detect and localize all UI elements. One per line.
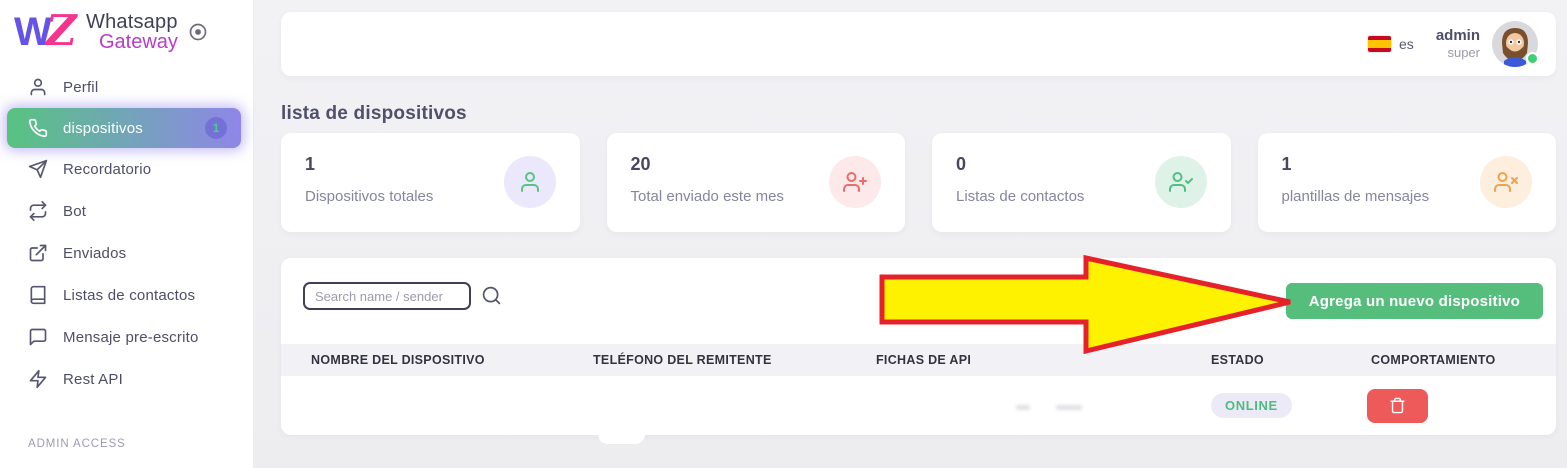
stat-card-templates: 1 plantillas de mensajes [1257, 133, 1556, 232]
redacted-text [1056, 404, 1083, 410]
send-icon [28, 159, 48, 179]
stat-card-devices: 1 Dispositivos totales [281, 133, 580, 232]
repeat-icon [28, 201, 48, 221]
admin-access-section-label: ADMIN ACCESS [28, 438, 126, 450]
sidebar-item-label: Enviados [63, 244, 127, 262]
app-logo: W Z [12, 6, 86, 60]
user-plus-icon [829, 156, 881, 208]
book-icon [28, 285, 48, 305]
card-bottom-bump [598, 434, 645, 444]
redacted-text [1016, 404, 1030, 410]
sidebar-item-enviados[interactable]: Enviados [0, 232, 254, 274]
app-title: Whatsapp Gateway [86, 12, 178, 52]
stat-card-contact-lists: 0 Listas de contactos [932, 133, 1231, 232]
sidebar-item-label: Bot [63, 202, 87, 220]
message-icon [28, 327, 48, 347]
cell-behavior [1367, 388, 1556, 423]
column-header-sender-phone: TELÉFONO DEL REMITENTE [593, 353, 772, 367]
topbar: es admin super [281, 12, 1556, 76]
stat-label: Dispositivos totales [305, 188, 434, 205]
search-icon[interactable] [481, 285, 502, 311]
add-device-button[interactable]: Agrega un nuevo dispositivo [1285, 283, 1543, 319]
phone-icon [28, 118, 48, 138]
sidebar-item-label: Recordatorio [63, 160, 152, 178]
zap-icon [28, 369, 48, 389]
sidebar-item-perfil[interactable]: Perfil [0, 66, 254, 108]
sidebar-item-dispositivos[interactable]: dispositivos 1 [7, 108, 241, 148]
user-check-icon [1154, 156, 1207, 208]
sidebar-toggle-icon[interactable] [188, 22, 208, 42]
column-header-device-name: NOMBRE DEL DISPOSITIVO [311, 353, 485, 367]
search-input[interactable] [303, 282, 471, 310]
column-header-status: ESTADO [1211, 353, 1264, 367]
sidebar-item-rest-api[interactable]: Rest API [0, 358, 254, 400]
stat-value: 1 [1281, 154, 1292, 174]
logo-letter-z: Z [46, 6, 77, 55]
sidebar-item-label: Perfil [63, 78, 99, 96]
stat-card-sent: 20 Total enviado este mes [606, 133, 905, 232]
table-row: ONLINE [281, 376, 1556, 435]
stat-value: 20 [630, 154, 651, 174]
devices-panel: Agrega un nuevo dispositivo NOMBRE DEL D… [281, 258, 1556, 435]
main-content: es admin super lista de dispositivos 1 D… [254, 0, 1567, 468]
stats-row: 1 Dispositivos totales 20 Total enviado … [281, 133, 1556, 232]
sidebar-item-label: Mensaje pre-escrito [63, 328, 199, 346]
column-header-api-tokens: FICHAS DE API [876, 353, 972, 367]
table-header-row: NOMBRE DEL DISPOSITIVO TELÉFONO DEL REMI… [281, 344, 1556, 376]
stat-label: plantillas de mensajes [1281, 188, 1430, 205]
page-title: lista de dispositivos [281, 103, 467, 124]
user-icon [503, 156, 556, 208]
stat-label: Total enviado este mes [630, 188, 784, 205]
user-name: admin [1435, 27, 1480, 44]
logo-row: W Z Whatsapp Gateway [12, 6, 208, 60]
device-count-badge: 1 [205, 117, 227, 139]
user-icon [28, 77, 48, 97]
stat-value: 1 [305, 154, 316, 174]
logo-letter-w: W [14, 10, 52, 54]
user-x-icon [1480, 156, 1532, 208]
column-header-behavior: COMPORTAMIENTO [1371, 353, 1496, 367]
cell-api-tokens [876, 397, 1211, 415]
sidebar-item-label: Rest API [63, 370, 123, 388]
spain-flag-icon[interactable] [1368, 36, 1392, 52]
external-link-icon [28, 243, 48, 263]
app-title-line2: Gateway [99, 31, 178, 53]
sidebar-item-mensaje-pre-escrito[interactable]: Mensaje pre-escrito [0, 316, 254, 358]
sidebar-nav: Perfil dispositivos 1 Recordatorio Bot [0, 66, 254, 400]
user-info: admin super [1436, 27, 1480, 61]
sidebar-item-label: dispositivos [63, 119, 143, 137]
sidebar-item-bot[interactable]: Bot [0, 190, 254, 232]
online-status-dot [1526, 52, 1539, 65]
cell-status: ONLINE [1211, 393, 1371, 418]
stat-label: Listas de contactos [956, 188, 1085, 205]
language-code[interactable]: es [1399, 36, 1414, 52]
stat-value: 0 [956, 154, 967, 174]
delete-device-button[interactable] [1367, 388, 1428, 423]
user-role: super [1447, 45, 1480, 60]
status-badge: ONLINE [1211, 393, 1292, 418]
sidebar-item-recordatorio[interactable]: Recordatorio [0, 148, 254, 190]
sidebar-item-listas-de-contactos[interactable]: Listas de contactos [0, 274, 254, 316]
sidebar-item-label: Listas de contactos [63, 286, 196, 304]
user-avatar[interactable] [1492, 21, 1539, 67]
sidebar: W Z Whatsapp Gateway Perfil dispositivos… [0, 0, 254, 468]
app-title-line1: Whatsapp [86, 11, 178, 33]
